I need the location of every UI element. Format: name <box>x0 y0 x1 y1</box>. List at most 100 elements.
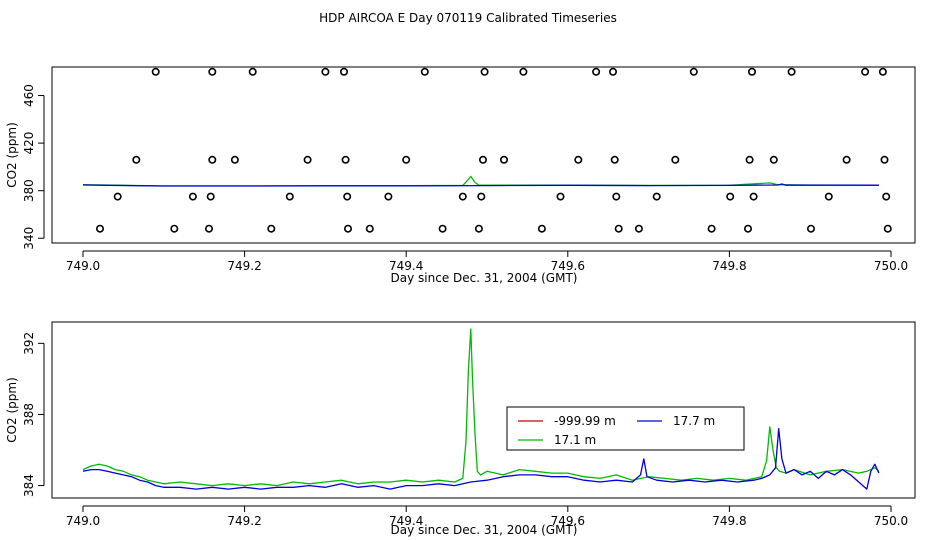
legend-label-2: 17.1 m <box>554 433 596 447</box>
scatter-point <box>689 67 698 76</box>
scatter-point <box>478 155 487 164</box>
scatter-point <box>882 192 891 201</box>
scatter-point <box>267 224 276 233</box>
scatter-point <box>365 224 374 233</box>
top-plot-frame <box>51 66 916 244</box>
y-tick-label: 384 <box>22 474 36 497</box>
scatter-point <box>747 67 756 76</box>
scatter-point <box>880 155 889 164</box>
scatter-point <box>878 67 887 76</box>
x-tick-label: 749.6 <box>551 259 585 273</box>
scatter-point <box>96 224 105 233</box>
bottom-series-lines <box>82 328 880 490</box>
scatter-point <box>188 192 197 201</box>
scatter-point <box>519 67 528 76</box>
scatter-point <box>574 155 583 164</box>
scatter-point <box>787 67 796 76</box>
legend-label-1: 17.7 m <box>673 414 715 428</box>
y-tick-label: 340 <box>22 227 36 250</box>
scatter-point <box>438 224 447 233</box>
scatter-point <box>402 155 411 164</box>
bottom-plot-frame <box>51 321 916 499</box>
y-tick-label: 420 <box>22 132 36 155</box>
scatter-point <box>537 224 546 233</box>
top-points <box>96 67 892 233</box>
legend: -999.99 m 17.7 m 17.1 m <box>506 406 745 451</box>
scatter-point <box>671 155 680 164</box>
scatter-point <box>861 67 870 76</box>
y-tick-label: 392 <box>22 332 36 355</box>
scatter-point <box>339 67 348 76</box>
scatter-point <box>230 155 239 164</box>
x-tick-label: 750.0 <box>874 514 908 528</box>
top-x-axis: 749.0 749.2 749.4 749.6 749.8 750.0 <box>66 250 908 273</box>
series-line-17-7-m <box>82 428 880 490</box>
bottom-y-axis-label: CO2 (ppm) <box>5 377 19 443</box>
x-tick-label: 749.8 <box>712 259 746 273</box>
scatter-point <box>151 67 160 76</box>
scatter-point <box>208 155 217 164</box>
figure-title: HDP AIRCOA E Day 070119 Calibrated Times… <box>319 11 617 25</box>
scatter-point <box>343 224 352 233</box>
scatter-point <box>614 224 623 233</box>
top-y-axis-label: CO2 (ppm) <box>5 122 19 188</box>
scatter-point <box>612 192 621 201</box>
scatter-point <box>205 224 214 233</box>
top-series-lines <box>82 175 879 187</box>
scatter-point <box>384 192 393 201</box>
bottom-y-axis: 384 388 392 <box>22 332 45 497</box>
y-tick-label: 380 <box>22 179 36 202</box>
x-tick-label: 750.0 <box>874 259 908 273</box>
scatter-point <box>321 67 330 76</box>
scatter-point <box>842 155 851 164</box>
scatter-point <box>707 224 716 233</box>
x-tick-label: 749.2 <box>227 259 261 273</box>
bottom-panel: 749.0 749.2 749.4 749.6 749.8 750.0 384 388 392… <box>5 321 916 537</box>
scatter-point <box>749 192 758 201</box>
scatter-point <box>341 155 350 164</box>
x-tick-label: 749.0 <box>66 514 100 528</box>
scatter-point <box>303 155 312 164</box>
scatter-point <box>743 224 752 233</box>
scatter-point <box>824 192 833 201</box>
y-tick-label: 460 <box>22 84 36 107</box>
series-line-17-1-m <box>82 328 880 487</box>
top-y-axis: 340 380 420 460 <box>22 84 45 250</box>
x-tick-label: 749.4 <box>389 259 423 273</box>
scatter-point <box>208 67 217 76</box>
scatter-point <box>480 67 489 76</box>
scatter-point <box>592 67 601 76</box>
scatter-point <box>634 224 643 233</box>
top-panel: 749.0 749.2 749.4 749.6 749.8 750.0 340 380 420… <box>5 66 916 285</box>
scatter-point <box>745 155 754 164</box>
scatter-point <box>285 192 294 201</box>
legend-label-0: -999.99 m <box>554 414 616 428</box>
scatter-point <box>556 192 565 201</box>
x-tick-label: 749.6 <box>551 514 585 528</box>
scatter-point <box>458 192 467 201</box>
scatter-point <box>883 224 892 233</box>
scatter-point <box>420 67 429 76</box>
scatter-point <box>726 192 735 201</box>
legend-box <box>506 406 745 451</box>
bottom-x-axis-label: Day since Dec. 31, 2004 (GMT) <box>391 523 578 537</box>
scatter-point <box>170 224 179 233</box>
scatter-point <box>474 224 483 233</box>
scatter-point <box>652 192 661 201</box>
series-line-17-7-m <box>82 183 879 187</box>
scatter-point <box>206 192 215 201</box>
scatter-point <box>248 67 257 76</box>
y-tick-label: 388 <box>22 403 36 426</box>
scatter-point <box>769 155 778 164</box>
scatter-point <box>499 155 508 164</box>
x-tick-label: 749.4 <box>389 514 423 528</box>
x-tick-label: 749.0 <box>66 259 100 273</box>
scatter-point <box>113 192 122 201</box>
scatter-point <box>608 67 617 76</box>
scatter-point <box>610 155 619 164</box>
scatter-point <box>477 192 486 201</box>
x-tick-label: 749.8 <box>712 514 746 528</box>
scatter-point <box>806 224 815 233</box>
